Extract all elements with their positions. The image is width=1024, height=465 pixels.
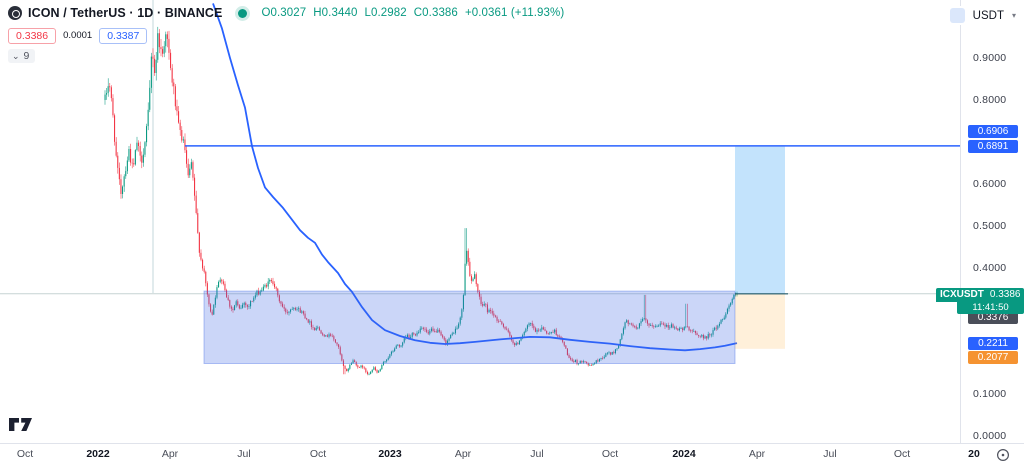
ohlc-low: L0.2982 — [364, 7, 407, 19]
ohlc-high: H0.3440 — [313, 7, 358, 19]
ohlc-values: O0.3027 H0.3440 L0.2982 C0.3386 +0.0361 (+11… — [261, 7, 571, 19]
accumulation-zone[interactable] — [203, 290, 736, 365]
ohlc-open: O0.3027 — [261, 7, 307, 19]
price-tick-label: 0.0000 — [973, 430, 1007, 442]
time-axis[interactable]: Oct 2022 Apr Jul Oct 2023 Apr Jul Oct 2024 Apr Jul O… — [0, 443, 1024, 465]
last-price-badge-value: 0.3386 — [989, 289, 1021, 300]
candlestick-chart[interactable] — [0, 0, 960, 443]
caret-down-icon: ▾ — [1011, 11, 1016, 20]
price-tick-label: 0.5000 — [973, 220, 1007, 232]
last-price-badge: ICXUSDT 0.3386 11:41:50 — [936, 288, 1024, 314]
currency-label[interactable]: USDT — [972, 9, 1004, 22]
price-level-badge: 0.6906 — [968, 125, 1018, 138]
stop-zone[interactable] — [735, 293, 785, 349]
price-level-badge: 0.2077 — [968, 351, 1018, 364]
market-status-icon[interactable] — [238, 8, 248, 18]
time-tick-label: Apr — [454, 448, 472, 460]
time-tick-label: 2022 — [86, 448, 110, 460]
chart-legend: ICON / TetherUS · 1D · BINANCE O0.3027 H0… — [8, 4, 571, 63]
price-tick-label: 0.8000 — [973, 94, 1007, 106]
time-tick-label: 20 — [968, 448, 980, 460]
time-tick-label: Oct — [16, 448, 34, 460]
currency-toggle[interactable]: USDT ▾ — [947, 6, 1018, 25]
sell-price-button[interactable]: 0.3386 — [8, 27, 57, 44]
price-level-badge: 0.3376 — [968, 311, 1018, 324]
price-level-badge: 0.6891 — [968, 139, 1018, 153]
indicator-collapse-button[interactable]: ⌄ 9 — [8, 49, 36, 63]
spread-value: 0.0001 — [63, 30, 93, 41]
time-tick-label: Jul — [237, 448, 251, 460]
chart-plot[interactable]: ICON / TetherUS · 1D · BINANCE O0.3027 H0… — [0, 0, 960, 443]
time-tick-label: Oct — [601, 448, 619, 460]
time-tick-label: Oct — [309, 448, 327, 460]
price-level-badge: 0.2211 — [968, 337, 1018, 350]
currency-unit-icon[interactable] — [949, 8, 965, 23]
buy-price-button[interactable]: 0.3387 — [99, 27, 148, 44]
time-tick-label: Jul — [823, 448, 837, 460]
bar-close-countdown: 11:41:50 — [957, 302, 1024, 314]
timezone-clock-icon[interactable] — [996, 448, 1010, 462]
ohlc-change: +0.0361 (+11.93%) — [464, 7, 565, 19]
price-tick-label: 0.4000 — [973, 262, 1007, 274]
last-price-badge-symbol: ICXUSDT — [940, 289, 984, 300]
time-tick-label: 2023 — [378, 448, 402, 460]
ma-line[interactable] — [212, 3, 738, 352]
time-tick-label: Jul — [530, 448, 544, 460]
time-tick-label: 2024 — [672, 448, 696, 460]
price-tick-label: 0.9000 — [973, 52, 1007, 64]
price-tick-label: 0.6000 — [973, 178, 1007, 190]
target-zone[interactable] — [735, 146, 785, 294]
symbol-logo-icon — [8, 6, 22, 20]
time-tick-label: Apr — [161, 448, 179, 460]
ohlc-close: C0.3386 — [413, 7, 458, 19]
symbol-title[interactable]: ICON / TetherUS · 1D · BINANCE — [28, 6, 223, 20]
time-tick-label: Apr — [748, 448, 766, 460]
time-tick-label: Oct — [893, 448, 911, 460]
chevron-down-icon: ⌄ — [12, 51, 20, 61]
indicator-count: 9 — [23, 50, 30, 62]
price-axis[interactable]: ICXUSDT 0.3386 11:41:50 0.9000 0.8000 0.60… — [936, 0, 1024, 443]
price-tick-label: 0.1000 — [973, 388, 1007, 400]
